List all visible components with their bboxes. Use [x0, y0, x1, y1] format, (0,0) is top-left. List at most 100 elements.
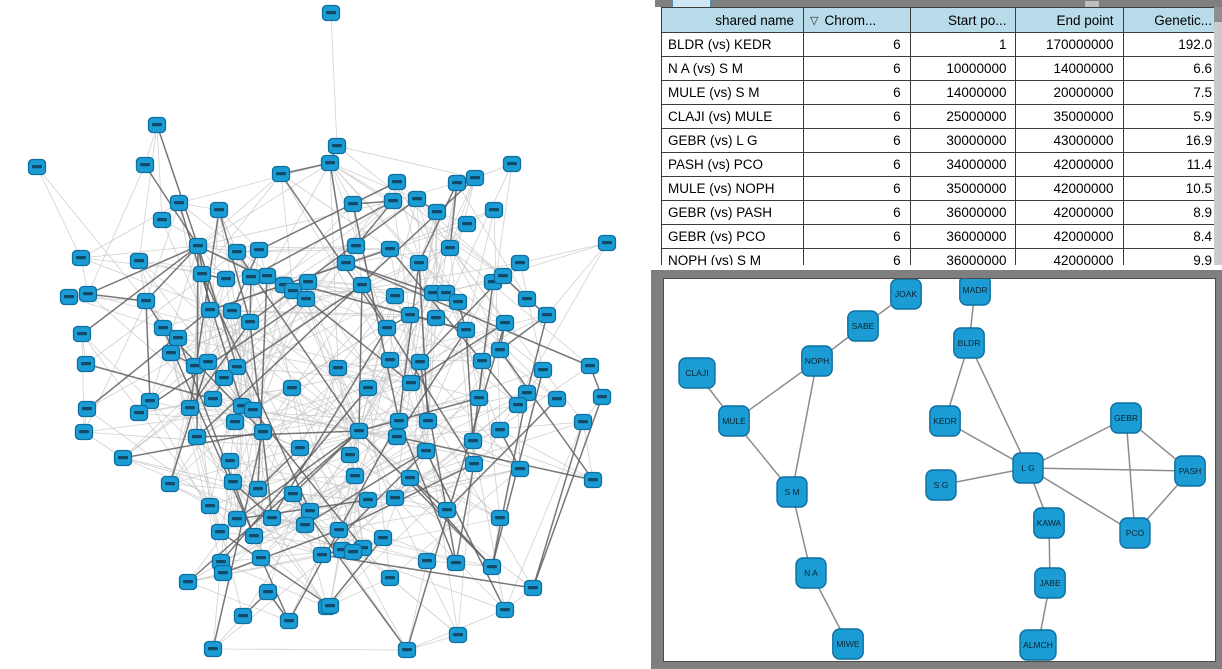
network-node[interactable] — [241, 268, 261, 286]
network-node[interactable] — [296, 290, 316, 308]
network-node[interactable] — [210, 523, 230, 541]
network-node-claji[interactable]: CLAJI — [678, 357, 716, 389]
network-node[interactable] — [484, 201, 504, 219]
network-node[interactable] — [262, 509, 282, 527]
network-node[interactable] — [573, 413, 593, 431]
network-node[interactable] — [169, 194, 189, 212]
network-node[interactable] — [147, 116, 167, 134]
network-node[interactable] — [290, 439, 310, 457]
network-node[interactable] — [216, 270, 236, 288]
network-node[interactable] — [380, 351, 400, 369]
network-node[interactable] — [490, 509, 510, 527]
network-node[interactable] — [200, 497, 220, 515]
network-node[interactable] — [178, 573, 198, 591]
network-node[interactable] — [482, 558, 502, 576]
network-node[interactable] — [223, 473, 243, 491]
table-row[interactable]: CLAJI (vs) MULE 6 25000000 35000000 5.9 — [660, 104, 1222, 129]
network-node[interactable] — [352, 276, 372, 294]
network-node-s-g[interactable]: S G — [925, 469, 957, 501]
network-node[interactable] — [385, 287, 405, 305]
network-node[interactable] — [248, 480, 268, 498]
network-node[interactable] — [517, 384, 537, 402]
network-node-gebr[interactable]: GEBR — [1110, 402, 1142, 434]
network-node[interactable] — [583, 471, 603, 489]
network-node-noph[interactable]: NOPH — [801, 345, 833, 377]
network-node[interactable] — [465, 169, 485, 187]
network-node[interactable] — [373, 529, 393, 547]
filter-icon[interactable]: ▽ — [810, 14, 819, 27]
network-node[interactable] — [77, 400, 97, 418]
network-node[interactable] — [349, 422, 369, 440]
table-row[interactable]: GEBR (vs) PCO 6 36000000 42000000 8.4 — [660, 224, 1222, 249]
network-node[interactable] — [152, 211, 172, 229]
network-node[interactable] — [517, 290, 537, 308]
table-scrollbar-vertical-thumb[interactable] — [1214, 7, 1222, 22]
network-node[interactable] — [328, 359, 348, 377]
network-node[interactable] — [203, 640, 223, 658]
network-node[interactable] — [418, 412, 438, 430]
network-node[interactable] — [71, 249, 91, 267]
network-node[interactable] — [380, 240, 400, 258]
network-node[interactable] — [27, 158, 47, 176]
network-node[interactable] — [225, 413, 245, 431]
column-header-genetic-[interactable]: Genetic... — [1122, 7, 1222, 33]
network-node[interactable] — [407, 190, 427, 208]
network-node[interactable] — [343, 543, 363, 561]
network-node[interactable] — [180, 399, 200, 417]
table-row[interactable]: BLDR (vs) KEDR 6 1 170000000 192.0 — [660, 32, 1222, 57]
network-node[interactable] — [76, 355, 96, 373]
network-node[interactable] — [401, 374, 421, 392]
network-node[interactable] — [400, 306, 420, 324]
network-node-kawa[interactable]: KAWA — [1033, 507, 1065, 539]
network-node[interactable] — [417, 552, 437, 570]
network-node[interactable] — [78, 285, 98, 303]
network-node[interactable] — [472, 352, 492, 370]
network-node[interactable] — [597, 234, 617, 252]
network-node[interactable] — [327, 137, 347, 155]
network-node[interactable] — [153, 319, 173, 337]
subnetwork-svg[interactable]: JOAK SABE MADR BLDR NOPH CLAJI MULE KEDR GEBR L G… — [664, 279, 1215, 661]
network-node[interactable] — [282, 379, 302, 397]
network-node[interactable] — [209, 201, 229, 219]
network-node[interactable] — [244, 527, 264, 545]
network-node[interactable] — [220, 452, 240, 470]
network-node[interactable] — [523, 579, 543, 597]
network-node[interactable] — [140, 392, 160, 410]
network-node[interactable] — [437, 501, 457, 519]
network-node[interactable] — [135, 156, 155, 174]
table-scrollbar-vertical[interactable] — [1214, 7, 1222, 265]
column-header-start-po-[interactable]: Start po... — [909, 7, 1017, 33]
network-node[interactable] — [463, 432, 483, 450]
network-node[interactable] — [469, 389, 489, 407]
network-node[interactable] — [533, 361, 553, 379]
network-node[interactable] — [387, 428, 407, 446]
network-node[interactable] — [188, 237, 208, 255]
table-row[interactable]: MULE (vs) NOPH 6 35000000 42000000 10.5 — [660, 176, 1222, 201]
network-node[interactable] — [298, 273, 318, 291]
table-row[interactable]: N A (vs) S M 6 10000000 14000000 6.6 — [660, 56, 1222, 81]
column-header-shared-name[interactable]: shared name — [660, 7, 805, 33]
network-node-pco[interactable]: PCO — [1119, 517, 1151, 549]
network-node[interactable] — [257, 267, 277, 285]
network-node[interactable] — [427, 203, 447, 221]
table-scrollbar-thumb[interactable] — [1085, 1, 1099, 7]
network-node[interactable] — [493, 267, 513, 285]
network-node[interactable] — [233, 607, 253, 625]
table-scrollbar-tab[interactable] — [672, 0, 711, 7]
network-node[interactable] — [136, 292, 156, 310]
network-node-s-m[interactable]: S M — [776, 476, 808, 508]
network-node-mule[interactable]: MULE — [718, 405, 750, 437]
network-node[interactable] — [222, 302, 242, 320]
network-node[interactable] — [410, 353, 430, 371]
network-node[interactable] — [243, 401, 263, 419]
network-node-sabe[interactable]: SABE — [847, 310, 879, 342]
network-node[interactable] — [271, 165, 291, 183]
network-node[interactable] — [440, 239, 460, 257]
network-node[interactable] — [446, 554, 466, 572]
network-node[interactable] — [416, 442, 436, 460]
network-node[interactable] — [129, 252, 149, 270]
network-node[interactable] — [227, 243, 247, 261]
network-node[interactable] — [495, 314, 515, 332]
network-node[interactable] — [312, 546, 332, 564]
network-node-joak[interactable]: JOAK — [890, 279, 922, 310]
